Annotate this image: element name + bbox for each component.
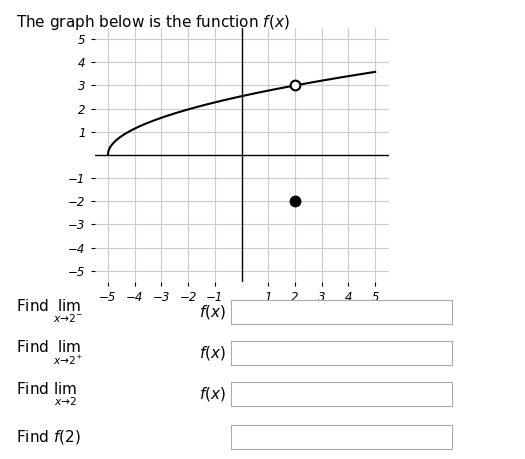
Text: $f(x)$: $f(x)$ <box>199 302 226 321</box>
Text: $f(x)$: $f(x)$ <box>199 344 226 362</box>
Text: Find $f(2)$: Find $f(2)$ <box>16 428 80 446</box>
Text: Find $\lim_{x \to 2^-}$: Find $\lim_{x \to 2^-}$ <box>16 298 82 325</box>
Text: The graph below is the function $f(x)$: The graph below is the function $f(x)$ <box>16 13 289 32</box>
Text: Find $\lim_{x \to 2}$: Find $\lim_{x \to 2}$ <box>16 381 77 408</box>
Text: $f(x)$: $f(x)$ <box>199 385 226 403</box>
Text: Find $\lim_{x \to 2^+}$: Find $\lim_{x \to 2^+}$ <box>16 339 82 367</box>
